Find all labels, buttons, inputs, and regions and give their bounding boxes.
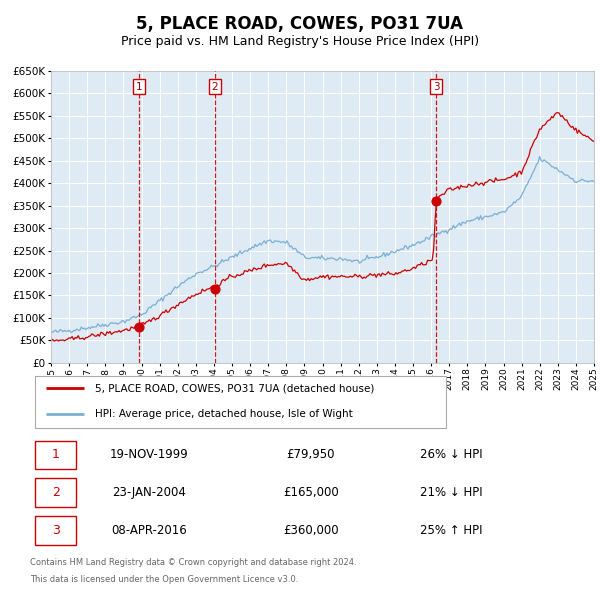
Text: 1: 1 [52,448,59,461]
Point [431,196,441,206]
Text: £360,000: £360,000 [283,524,338,537]
Text: 3: 3 [433,81,439,91]
Text: Price paid vs. HM Land Registry's House Price Index (HPI): Price paid vs. HM Land Registry's House … [121,35,479,48]
Text: This data is licensed under the Open Government Licence v3.0.: This data is licensed under the Open Gov… [30,575,298,585]
Text: HPI: Average price, detached house, Isle of Wight: HPI: Average price, detached house, Isle… [95,409,353,419]
Text: 08-APR-2016: 08-APR-2016 [111,524,187,537]
Text: 5, PLACE ROAD, COWES, PO31 7UA (detached house): 5, PLACE ROAD, COWES, PO31 7UA (detached… [95,384,374,393]
Text: 21% ↓ HPI: 21% ↓ HPI [420,486,482,499]
Text: 3: 3 [52,524,59,537]
Text: 26% ↓ HPI: 26% ↓ HPI [420,448,482,461]
Text: 19-NOV-1999: 19-NOV-1999 [109,448,188,461]
FancyBboxPatch shape [35,516,76,545]
FancyBboxPatch shape [35,441,76,469]
Point [210,284,220,293]
Point [134,322,144,332]
Text: Contains HM Land Registry data © Crown copyright and database right 2024.: Contains HM Land Registry data © Crown c… [30,558,356,567]
Text: £165,000: £165,000 [283,486,338,499]
Text: £79,950: £79,950 [287,448,335,461]
FancyBboxPatch shape [35,478,76,507]
Text: 25% ↑ HPI: 25% ↑ HPI [420,524,482,537]
Text: 5, PLACE ROAD, COWES, PO31 7UA: 5, PLACE ROAD, COWES, PO31 7UA [137,15,464,32]
Text: 2: 2 [212,81,218,91]
FancyBboxPatch shape [35,376,446,428]
Text: 1: 1 [136,81,143,91]
Text: 2: 2 [52,486,59,499]
Text: 23-JAN-2004: 23-JAN-2004 [112,486,186,499]
